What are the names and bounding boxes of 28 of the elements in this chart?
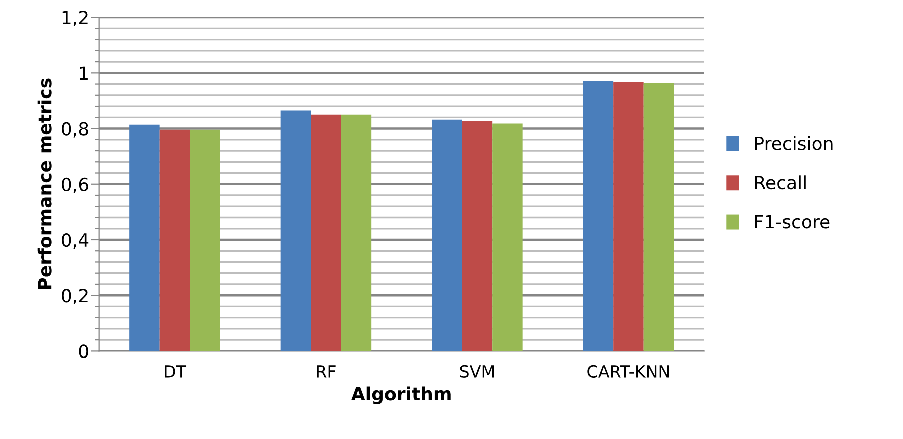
legend-label: F1-score <box>755 215 830 229</box>
y-tick-label: 0,4 <box>62 233 89 249</box>
x-tick-label: CART-KNN <box>588 365 670 378</box>
y-tick-label: 1 <box>80 66 88 80</box>
bar <box>341 114 372 352</box>
bar <box>583 80 614 352</box>
y-tick-label: 0,8 <box>62 122 88 138</box>
bar <box>462 121 493 352</box>
x-tick-label: SVM <box>460 365 494 378</box>
y-tick-label: 0,2 <box>62 289 88 305</box>
y-axis-title: Performance metrics <box>38 78 52 290</box>
legend-label: Precision <box>755 136 833 150</box>
bar <box>492 124 523 352</box>
bar <box>280 110 312 352</box>
bar <box>311 114 342 352</box>
y-tick-label: 0,6 <box>62 178 88 194</box>
x-axis-title: Algorithm <box>351 386 451 404</box>
bar <box>190 130 220 352</box>
bar <box>644 83 674 352</box>
bar <box>614 82 644 352</box>
x-tick-label: RF <box>317 366 336 378</box>
bar <box>130 124 160 352</box>
legend-label: Recall <box>755 176 806 190</box>
x-tick-label: DT <box>165 366 187 378</box>
y-tick-label: 1,2 <box>62 11 88 27</box>
bar <box>432 120 462 352</box>
y-tick-label: 0 <box>79 344 88 358</box>
bar <box>160 130 190 352</box>
